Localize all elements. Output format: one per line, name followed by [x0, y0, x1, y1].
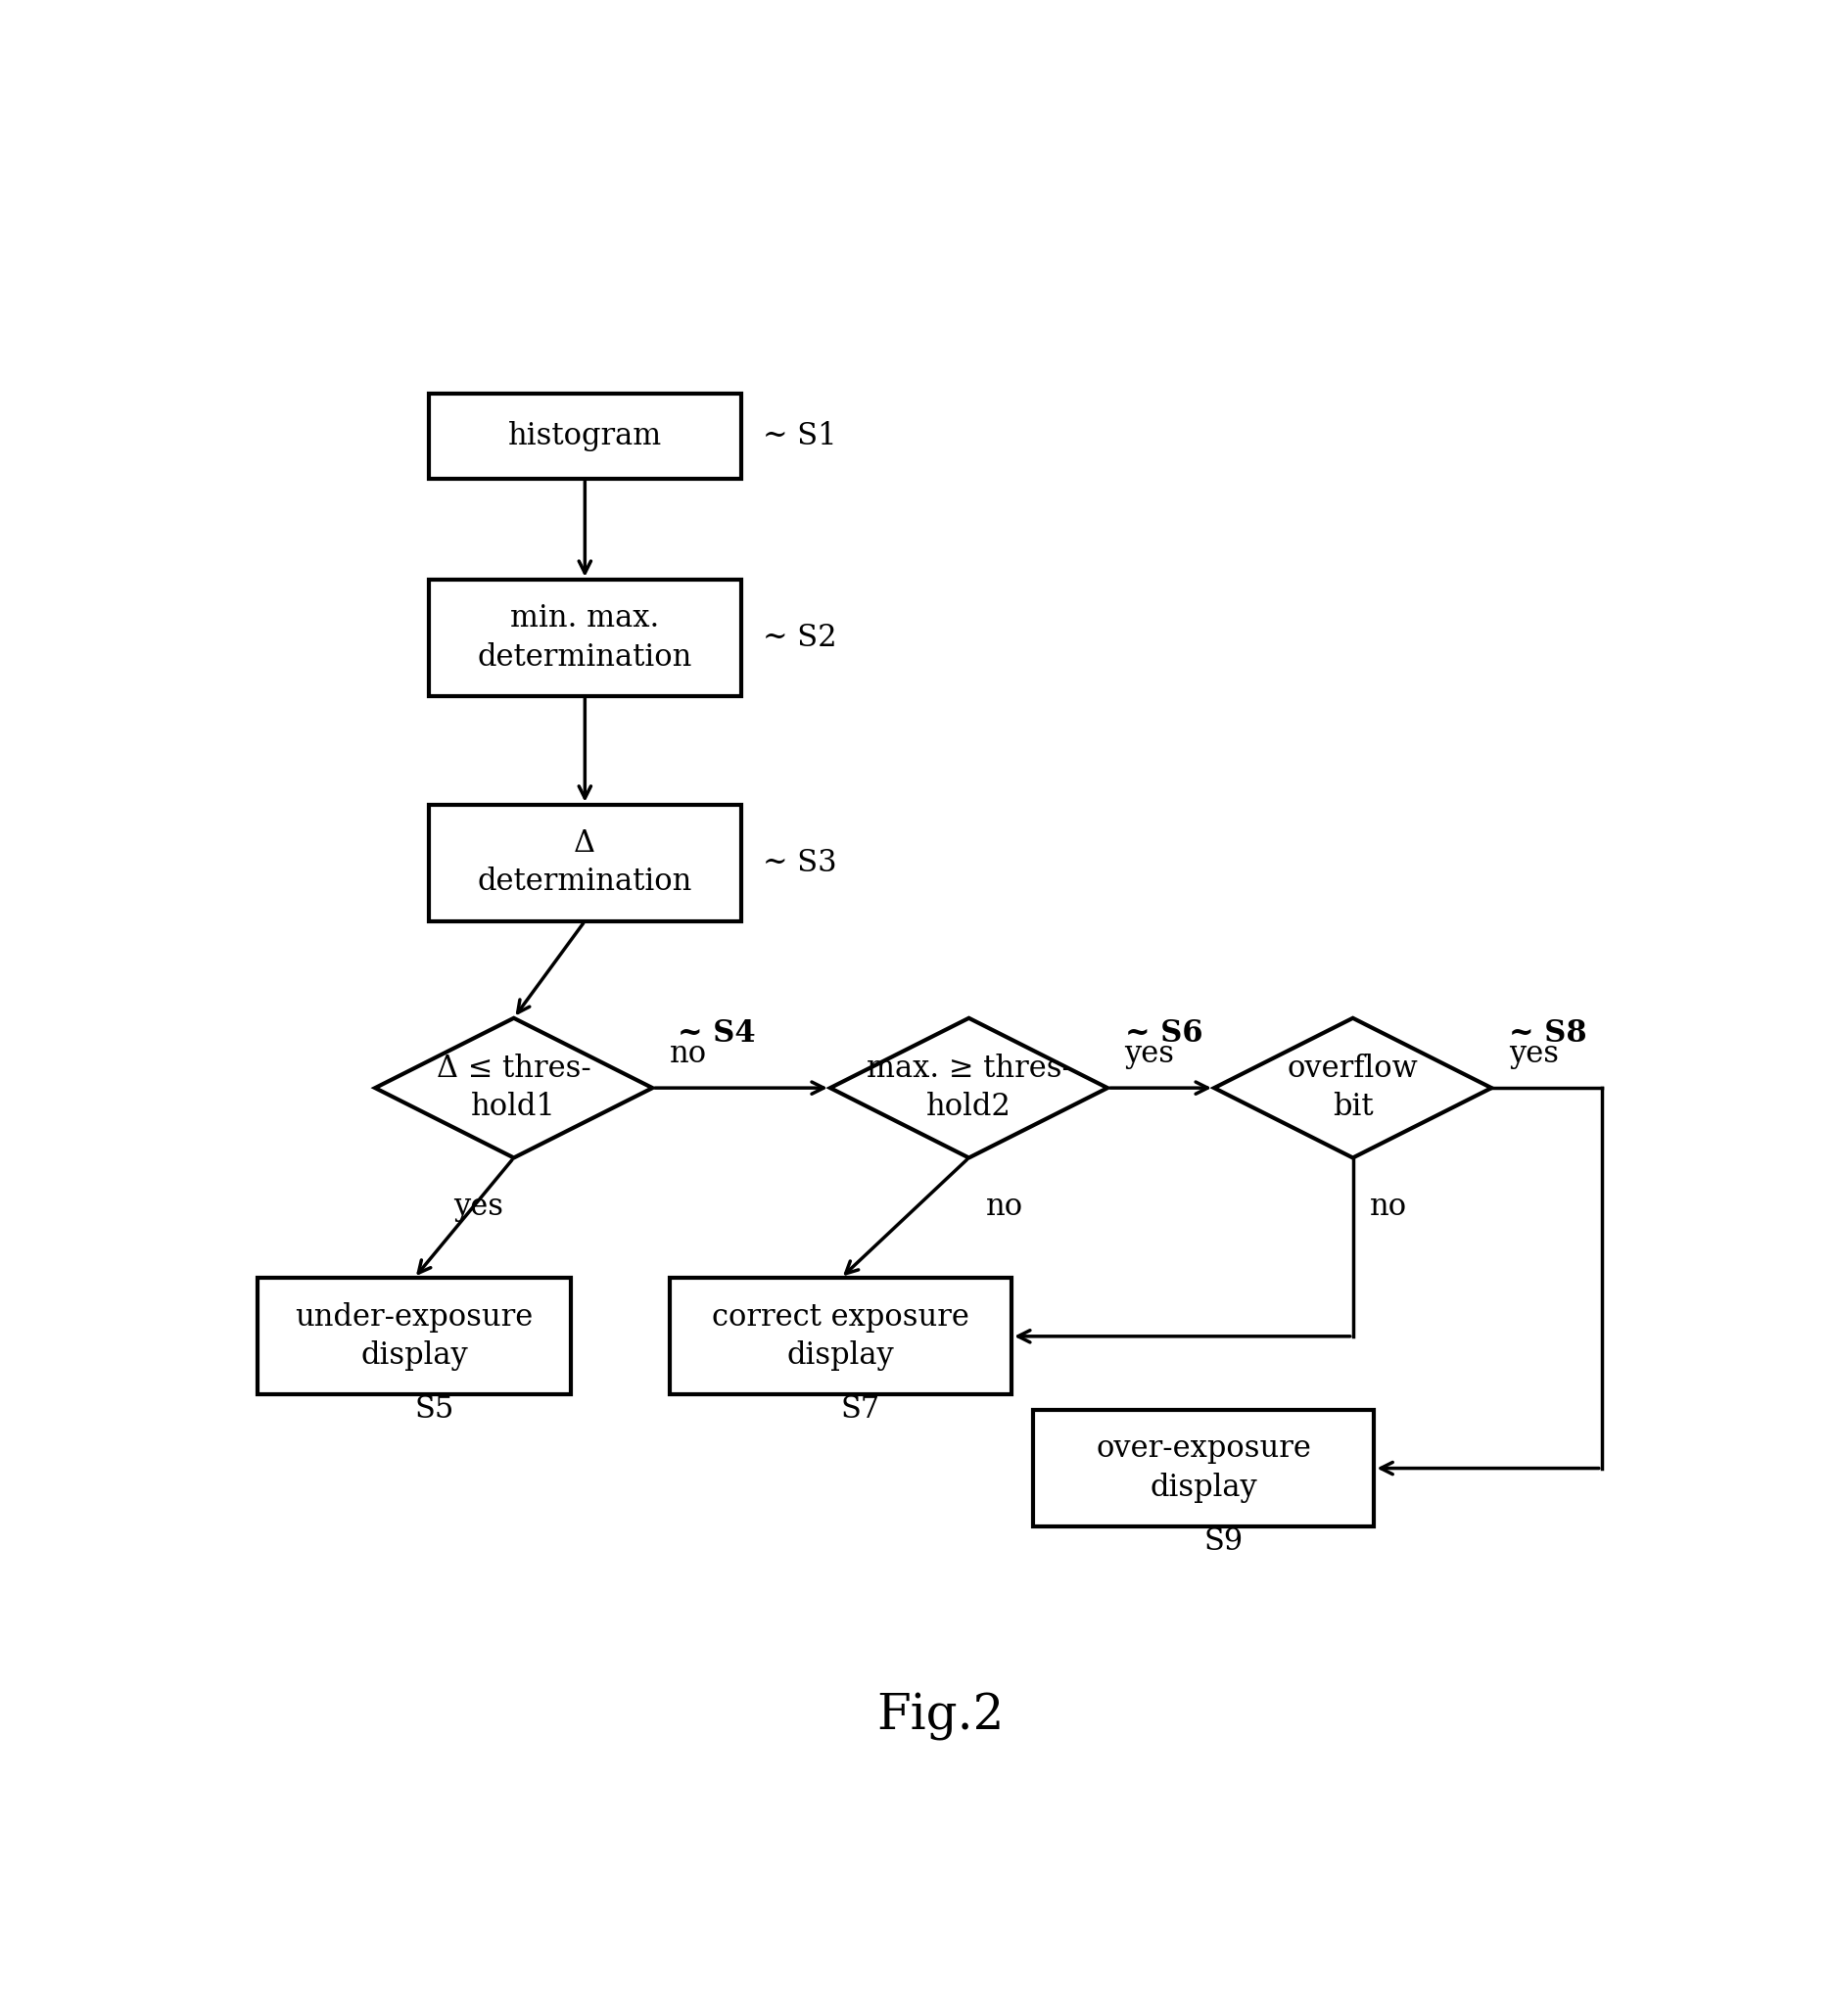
Text: ~ S2: ~ S2	[763, 623, 836, 653]
Text: overflow
bit: overflow bit	[1287, 1054, 1418, 1123]
Text: min. max.
determination: min. max. determination	[477, 603, 691, 671]
Text: ~ S4: ~ S4	[677, 1018, 756, 1048]
Text: yes: yes	[1508, 1038, 1557, 1068]
Text: under-exposure
display: under-exposure display	[295, 1302, 534, 1371]
Text: yes: yes	[1124, 1038, 1174, 1068]
Text: Δ
determination: Δ determination	[477, 829, 691, 897]
FancyBboxPatch shape	[669, 1278, 1011, 1395]
Polygon shape	[1214, 1018, 1491, 1157]
Text: yes: yes	[453, 1191, 503, 1222]
Text: ~ S6: ~ S6	[1124, 1018, 1203, 1048]
Text: no: no	[1370, 1191, 1407, 1222]
Text: ~ S1: ~ S1	[763, 421, 836, 452]
FancyBboxPatch shape	[427, 804, 741, 921]
Text: max. ≥ thres-
hold2: max. ≥ thres- hold2	[866, 1054, 1071, 1123]
Text: histogram: histogram	[508, 421, 662, 452]
Text: no: no	[669, 1038, 706, 1068]
Text: Fig.2: Fig.2	[877, 1691, 1003, 1742]
Text: over-exposure
display: over-exposure display	[1095, 1433, 1311, 1502]
FancyBboxPatch shape	[427, 579, 741, 696]
Text: no: no	[985, 1191, 1023, 1222]
Text: S7: S7	[840, 1395, 880, 1425]
Text: correct exposure
display: correct exposure display	[712, 1302, 968, 1371]
FancyBboxPatch shape	[427, 393, 741, 478]
Text: Δ ≤ thres-
hold1: Δ ≤ thres- hold1	[436, 1054, 591, 1123]
Text: ~ S3: ~ S3	[763, 847, 836, 879]
Polygon shape	[829, 1018, 1108, 1157]
FancyBboxPatch shape	[257, 1278, 570, 1395]
Polygon shape	[374, 1018, 653, 1157]
Text: S5: S5	[414, 1395, 453, 1425]
FancyBboxPatch shape	[1033, 1409, 1374, 1526]
Text: ~ S8: ~ S8	[1508, 1018, 1586, 1048]
Text: S9: S9	[1203, 1526, 1242, 1556]
